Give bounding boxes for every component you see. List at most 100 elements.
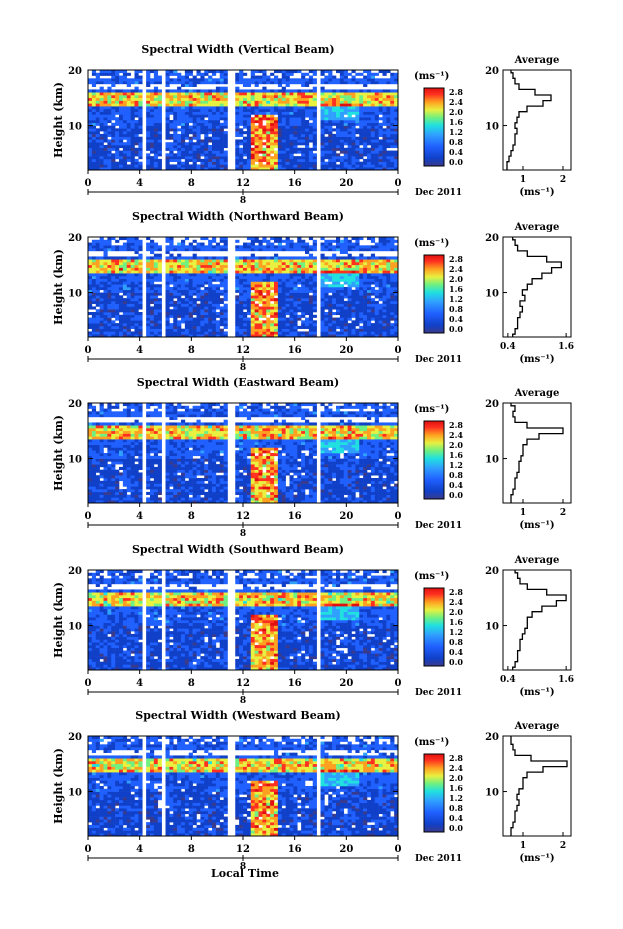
heatmap-cell xyxy=(115,259,120,263)
heatmap-cell xyxy=(370,89,376,93)
heatmap-cell xyxy=(363,284,368,288)
heatmap-cell xyxy=(235,298,240,302)
heatmap-cell xyxy=(88,441,93,445)
heatmap-cell xyxy=(277,100,283,104)
heatmap-cell xyxy=(305,306,310,310)
heatmap-cell xyxy=(200,267,205,271)
heatmap-cell xyxy=(111,295,116,299)
heatmap-cell xyxy=(254,275,259,279)
heatmap-cell xyxy=(332,248,337,252)
heatmap-cell xyxy=(332,287,337,291)
heatmap-cell xyxy=(95,489,100,493)
heatmap-cell xyxy=(215,120,221,124)
heatmap-cell xyxy=(165,312,170,316)
heatmap-cell xyxy=(91,411,97,415)
heatmap-cell xyxy=(88,158,93,162)
heatmap-cell xyxy=(146,312,151,316)
heatmap-cell xyxy=(246,103,252,107)
x-tick-label: 0 xyxy=(85,178,92,189)
heatmap-cell xyxy=(150,300,155,304)
heatmap-cell xyxy=(320,237,325,241)
heatmap-cell xyxy=(351,128,356,132)
heatmap-cell xyxy=(173,309,178,313)
heatmap-cell xyxy=(119,164,124,168)
heatmap-cell xyxy=(266,103,271,107)
heatmap-cell xyxy=(196,136,201,140)
heatmap-cell xyxy=(215,81,221,85)
y-tick-label: 10 xyxy=(68,289,82,300)
heatmap-cell xyxy=(351,120,356,124)
heatmap-cell xyxy=(177,95,182,99)
heatmap-cell xyxy=(169,167,174,171)
heatmap-cell xyxy=(266,262,271,266)
heatmap-cell xyxy=(173,245,178,249)
heatmap-cell xyxy=(351,167,356,171)
heatmap-cell xyxy=(293,131,298,135)
heatmap-cell xyxy=(99,295,104,299)
heatmap-cell xyxy=(99,242,104,246)
heatmap-cell xyxy=(212,150,217,154)
heatmap-cell xyxy=(347,239,352,243)
heatmap-cell xyxy=(336,270,341,274)
heatmap-cell xyxy=(204,270,209,274)
heatmap-cell xyxy=(394,95,399,99)
heatmap-cell xyxy=(308,70,314,74)
heatmap-cell xyxy=(138,92,143,96)
heatmap-cell xyxy=(157,312,162,316)
heatmap-cell xyxy=(153,303,159,307)
heatmap-cell xyxy=(130,111,135,115)
heatmap-cell xyxy=(243,150,248,154)
heatmap-cell xyxy=(351,270,356,274)
heatmap-cell xyxy=(297,259,302,263)
heatmap-cell xyxy=(181,275,186,279)
heatmap-cell xyxy=(157,120,162,124)
heatmap-cell xyxy=(324,167,329,171)
heatmap-cell xyxy=(223,86,228,90)
heatmap-cell xyxy=(270,106,275,110)
heatmap-cell xyxy=(239,317,244,321)
heatmap-cell xyxy=(126,289,131,293)
heatmap-cell xyxy=(390,161,395,165)
heatmap-cell xyxy=(328,125,333,129)
heatmap-cell xyxy=(359,303,364,307)
heatmap-cell xyxy=(122,106,128,110)
heatmap-cell xyxy=(367,142,372,146)
heatmap-cell xyxy=(103,97,108,101)
heatmap-cell xyxy=(181,328,186,332)
heatmap-cell xyxy=(274,309,279,313)
heatmap-cell xyxy=(382,270,387,274)
heatmap-cell xyxy=(258,128,263,132)
heatmap-cell xyxy=(324,314,329,318)
heatmap-cell xyxy=(339,267,345,271)
heatmap-cell xyxy=(111,334,116,338)
heatmap-cell xyxy=(320,147,325,151)
heatmap-cell xyxy=(293,164,298,168)
heatmap-cell xyxy=(223,153,228,157)
heatmap-cell xyxy=(308,320,314,324)
heatmap-cell xyxy=(277,83,283,87)
heatmap-cell xyxy=(289,153,294,157)
heatmap-cell xyxy=(99,284,104,288)
heatmap-cell xyxy=(134,256,139,260)
heatmap-cell xyxy=(192,133,197,137)
heatmap-cell xyxy=(204,309,209,313)
heatmap-cell xyxy=(266,139,271,143)
heatmap-cell xyxy=(177,72,182,76)
heatmap-cell xyxy=(293,292,298,296)
heatmap-cell xyxy=(103,156,108,160)
heatmap-cell xyxy=(367,248,372,252)
heatmap-cell xyxy=(285,106,290,110)
heatmap-cell xyxy=(243,292,248,296)
heatmap-cell xyxy=(126,92,131,96)
heatmap-cell xyxy=(181,164,186,168)
heatmap-cell xyxy=(91,475,97,479)
heatmap-cell xyxy=(262,281,267,285)
heatmap-cell xyxy=(254,70,259,74)
heatmap-cell xyxy=(297,147,302,151)
heatmap-cell xyxy=(324,139,329,143)
heatmap-cell xyxy=(339,131,345,135)
heatmap-cell xyxy=(332,300,337,304)
heatmap-cell xyxy=(184,303,190,307)
heatmap-cell xyxy=(150,331,155,335)
heatmap-cell xyxy=(324,108,329,112)
